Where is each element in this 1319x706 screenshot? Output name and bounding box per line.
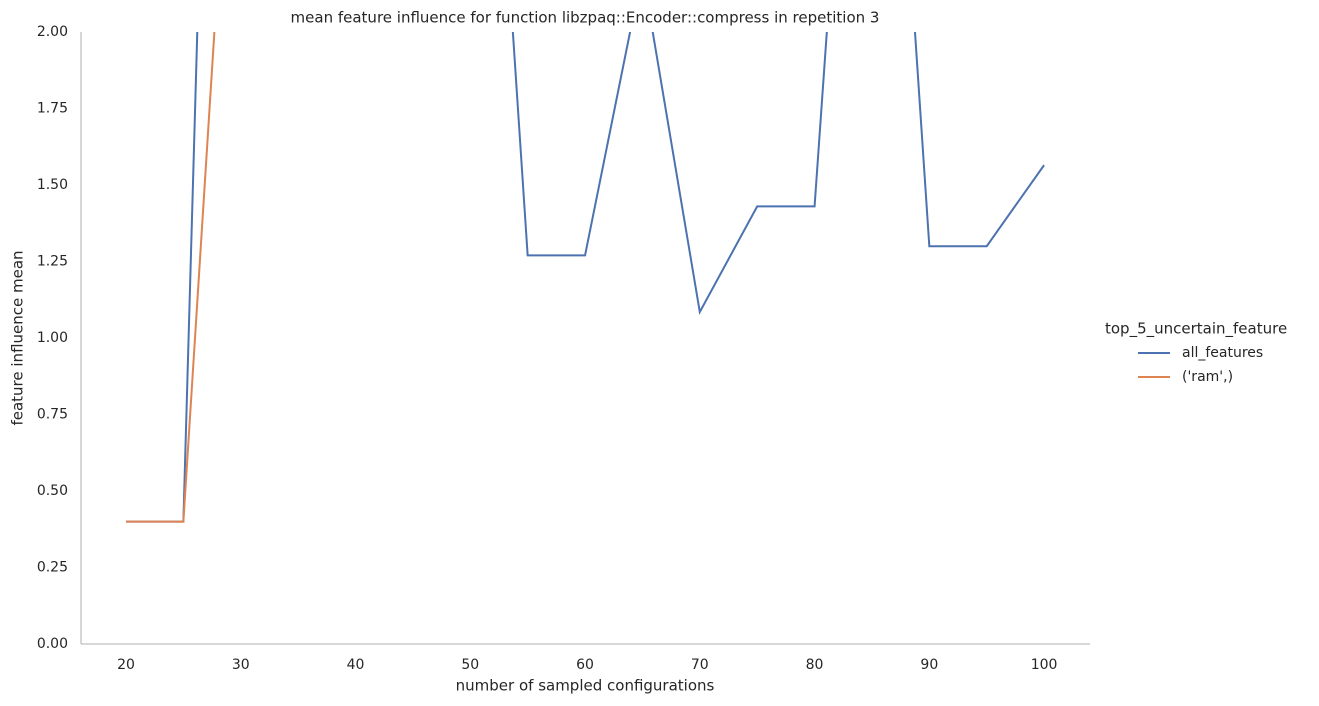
x-tick-label: 70 [691, 657, 709, 673]
x-tick-label: 80 [806, 657, 824, 673]
y-axis-label: feature influence mean [9, 250, 27, 425]
y-tick-label: 1.50 [37, 177, 68, 193]
legend-title: top_5_uncertain_feature [1105, 320, 1287, 339]
y-tick-label: 0.25 [37, 560, 68, 576]
y-tick-label: 0.00 [37, 636, 68, 652]
x-tick-label: 90 [920, 657, 938, 673]
y-tick-label: 2.00 [37, 24, 68, 40]
x-tick-label: 100 [1031, 657, 1058, 673]
line-series [125, 32, 1045, 523]
x-tick-label: 20 [117, 657, 135, 673]
y-tick-label: 1.75 [37, 101, 68, 117]
plot-area [125, 32, 1045, 523]
y-tick-label: 1.00 [37, 330, 68, 346]
y-tick-label: 1.25 [37, 254, 68, 270]
legend-label: all_features [1182, 345, 1263, 361]
legend-label: ('ram',) [1182, 369, 1233, 385]
x-tick-label: 60 [576, 657, 594, 673]
line-series [125, 32, 216, 523]
x-axis-label: number of sampled configurations [456, 677, 715, 695]
x-tick-label: 50 [461, 657, 479, 673]
y-tick-label: 0.50 [37, 483, 68, 499]
chart-title: mean feature influence for function libz… [291, 9, 880, 27]
x-tick-label: 30 [232, 657, 250, 673]
x-tick-label: 40 [347, 657, 365, 673]
y-tick-label: 0.75 [37, 407, 68, 423]
